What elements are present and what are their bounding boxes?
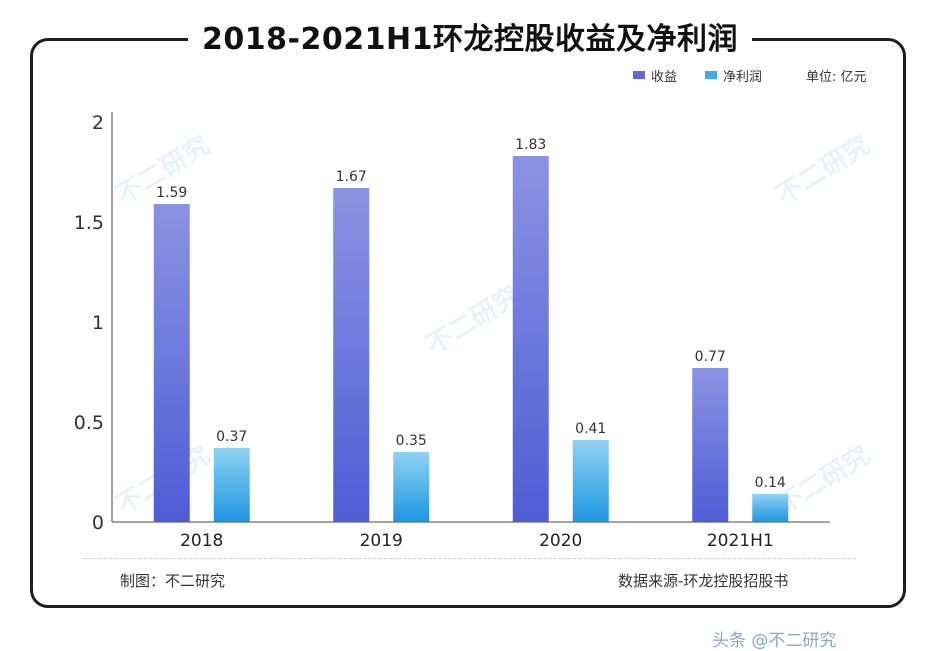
x-tick-label: 2021H1	[707, 531, 774, 551]
legend-label-profit: 净利润	[723, 69, 763, 85]
y-tick-label: 1.5	[74, 212, 104, 234]
data-label-revenue: 0.77	[695, 349, 726, 365]
legend-swatch-revenue	[633, 71, 645, 79]
unit-label: 单位: 亿元	[806, 70, 867, 85]
footer-maker: 制图：不二研究	[120, 572, 226, 590]
legend-label-revenue: 收益	[651, 69, 678, 85]
footer-source: 数据来源-环龙控股招股书	[618, 572, 789, 590]
data-label-revenue: 1.83	[515, 137, 546, 153]
bar-revenue	[692, 368, 729, 522]
data-label-revenue: 1.67	[336, 169, 367, 185]
y-tick-label: 2	[92, 112, 104, 134]
data-label-profit: 0.35	[396, 433, 427, 449]
data-label-profit: 0.41	[575, 421, 606, 437]
footer-separator	[84, 558, 856, 559]
bottom-partial-watermark: 头条 @不二研究	[712, 631, 837, 651]
x-tick-label: 2019	[360, 531, 403, 551]
bar-profit	[572, 440, 609, 522]
data-label-profit: 0.14	[755, 475, 786, 491]
bar-profit	[393, 452, 430, 522]
x-tick-label: 2018	[180, 531, 223, 551]
data-label-revenue: 1.59	[156, 185, 187, 201]
y-tick-label: 0.5	[74, 412, 104, 434]
legend-swatch-profit	[705, 71, 718, 79]
bar-revenue	[153, 204, 190, 522]
bar-profit	[752, 494, 789, 522]
chart-title-wrap: 2018-2021H1环龙控股收益及净利润	[0, 14, 940, 58]
legend-item-revenue: 收益	[633, 66, 677, 85]
bar-revenue	[333, 188, 370, 522]
legend: 收益 净利润	[633, 66, 790, 85]
bar-profit	[213, 448, 250, 522]
chart-title: 2018-2021H1环龙控股收益及净利润	[188, 22, 752, 57]
x-tick-label: 2020	[539, 531, 582, 551]
y-tick-label: 1	[92, 312, 104, 334]
data-label-profit: 0.37	[216, 429, 247, 445]
bar-revenue	[512, 156, 549, 522]
legend-item-profit: 净利润	[705, 66, 762, 85]
y-tick-label: 0	[92, 512, 104, 534]
